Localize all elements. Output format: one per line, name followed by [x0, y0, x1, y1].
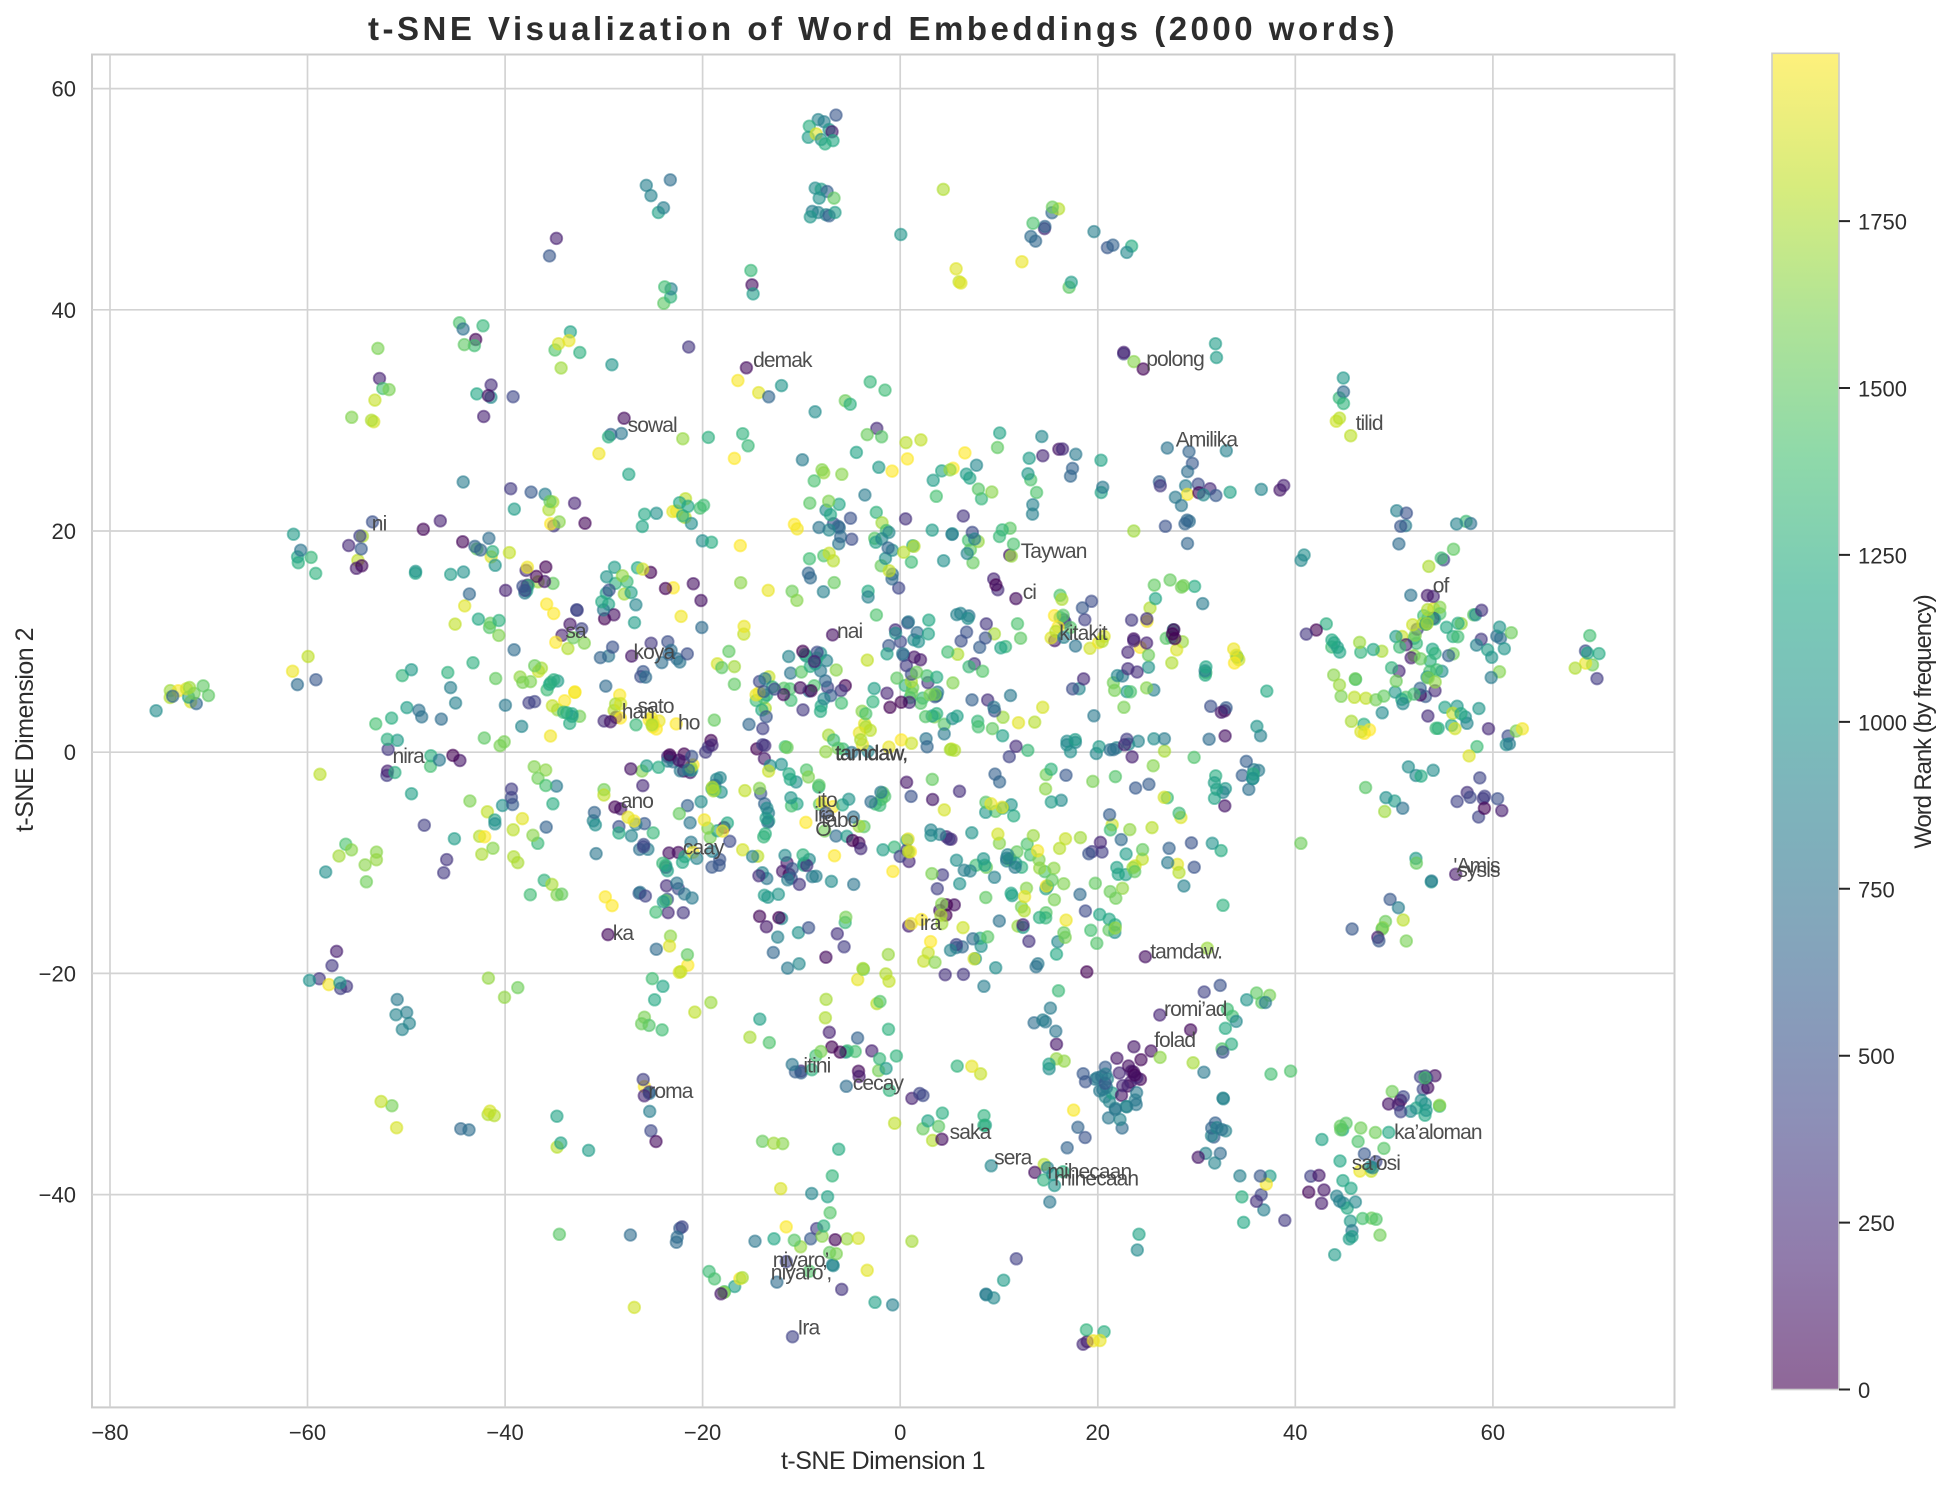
svg-text:sera: sera [994, 1146, 1032, 1169]
svg-text:sa: sa [565, 620, 587, 643]
svg-text:koya: koya [634, 641, 676, 664]
svg-text:tamdaw,: tamdaw, [836, 742, 908, 765]
svg-text:ira: ira [814, 804, 836, 827]
svg-text:Amilika: Amilika [1176, 429, 1239, 452]
svg-text:t-SNE Dimension 2: t-SNE Dimension 2 [11, 628, 39, 832]
svg-text:folad: folad [1154, 1029, 1195, 1052]
svg-text:−20: −20 [39, 961, 76, 986]
svg-text:−80: −80 [91, 1420, 128, 1445]
svg-text:−60: −60 [289, 1420, 326, 1445]
svg-text:Taywan: Taywan [1021, 540, 1087, 563]
svg-text:nai: nai [837, 620, 863, 643]
svg-text:ito: ito [817, 789, 837, 812]
svg-text:1000: 1000 [1858, 710, 1907, 735]
svg-text:sa’osi: sa’osi [1352, 1152, 1401, 1175]
svg-text:'Amis: 'Amis [1453, 854, 1500, 877]
svg-text:nira: nira [393, 745, 426, 768]
svg-text:1750: 1750 [1858, 210, 1907, 235]
svg-text:ci: ci [1023, 581, 1037, 604]
svg-text:20: 20 [52, 519, 76, 544]
svg-text:mihecaan: mihecaan [1054, 1167, 1138, 1190]
svg-text:20: 20 [1086, 1420, 1110, 1445]
svg-text:t-SNE Dimension 1: t-SNE Dimension 1 [781, 1447, 985, 1475]
svg-text:kitakit: kitakit [1059, 622, 1107, 645]
svg-text:niyaro’: niyaro’ [773, 1249, 829, 1272]
svg-text:sato: sato [638, 695, 674, 718]
svg-text:40: 40 [1283, 1420, 1307, 1445]
svg-text:niyaro’,: niyaro’, [771, 1261, 832, 1284]
svg-text:sowal: sowal [628, 414, 677, 437]
svg-text:40: 40 [52, 298, 76, 323]
svg-text:−40: −40 [486, 1420, 523, 1445]
svg-text:ni: ni [372, 513, 387, 536]
svg-text:han: han [622, 701, 655, 724]
svg-text:ano: ano [621, 790, 654, 813]
svg-text:ho: ho [678, 712, 700, 735]
svg-text:caay: caay [683, 837, 725, 860]
svg-text:−20: −20 [684, 1420, 721, 1445]
svg-text:mihecaan: mihecaan [1047, 1161, 1131, 1184]
svg-text:tilid: tilid [1356, 412, 1383, 435]
svg-text:750: 750 [1858, 877, 1895, 902]
svg-text:250: 250 [1858, 1211, 1895, 1236]
svg-text:Ira: Ira [798, 1317, 821, 1340]
svg-text:demak: demak [753, 349, 813, 372]
svg-text:0: 0 [64, 740, 76, 765]
svg-text:romi’ad: romi’ad [1164, 998, 1227, 1021]
svg-text:500: 500 [1858, 1044, 1895, 1069]
svg-text:1250: 1250 [1858, 543, 1907, 568]
svg-text:ka: ka [613, 922, 635, 945]
svg-text:60: 60 [52, 77, 76, 102]
svg-text:roma: roma [648, 1080, 693, 1103]
svg-text:O: O [815, 818, 831, 841]
svg-text:0: 0 [894, 1420, 906, 1445]
svg-text:0: 0 [1858, 1378, 1870, 1403]
svg-text:1500: 1500 [1858, 377, 1907, 402]
svg-text:of: of [1433, 575, 1450, 598]
svg-text:t-SNE Visualization of Word Em: t-SNE Visualization of Word Embeddings (… [368, 10, 1398, 47]
svg-text:cecay: cecay [853, 1072, 905, 1095]
svg-text:−40: −40 [39, 1183, 76, 1208]
svg-text:sysis: sysis [1457, 859, 1500, 882]
svg-text:ka’aloman: ka’aloman [1394, 1121, 1482, 1144]
svg-text:tamdaw,: tamdaw, [835, 743, 907, 766]
svg-text:tamdaw.: tamdaw. [1150, 941, 1222, 964]
svg-text:itini: itini [803, 1055, 830, 1078]
svg-text:polong: polong [1146, 348, 1204, 371]
svg-text:ira: ira [920, 912, 942, 935]
svg-text:saka: saka [950, 1121, 992, 1144]
svg-text:Word Rank (by frequency): Word Rank (by frequency) [1910, 595, 1937, 848]
svg-text:60: 60 [1481, 1420, 1505, 1445]
svg-text:tabo: tabo [821, 809, 858, 832]
